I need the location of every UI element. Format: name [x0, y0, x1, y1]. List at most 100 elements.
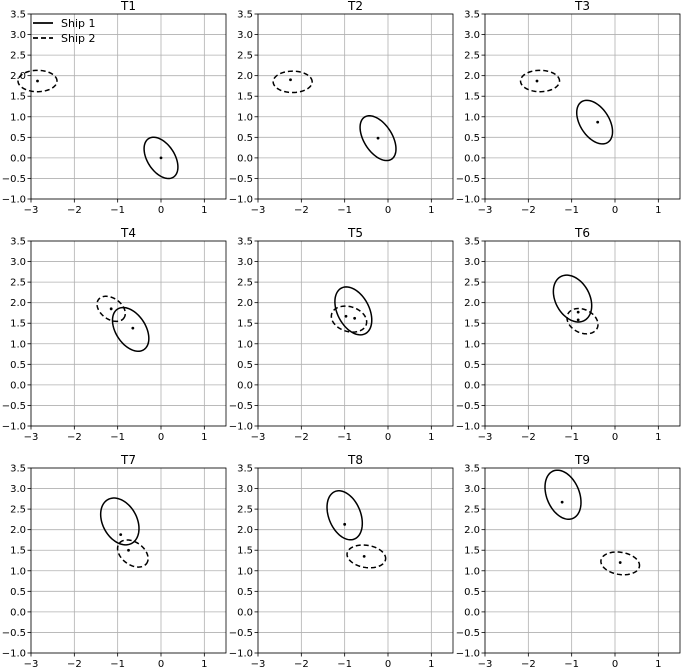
x-tick-label: 0 [158, 205, 164, 216]
y-tick-label: 0.5 [237, 587, 253, 598]
x-tick-label: 1 [655, 205, 661, 216]
ship1-ellipse [544, 469, 582, 520]
y-tick-label: 2.5 [237, 278, 253, 289]
ship2-position-point [109, 307, 113, 311]
y-tick-label: 3.5 [237, 10, 253, 21]
y-tick-label: 1.5 [10, 546, 26, 557]
x-tick-label: −1 [110, 205, 125, 216]
ship1-ellipse [359, 115, 397, 162]
y-tick-label: 0.0 [464, 153, 480, 164]
x-tick-label: −1 [110, 432, 125, 443]
x-tick-label: −3 [24, 205, 39, 216]
y-tick-label: −1.0 [2, 195, 26, 206]
y-tick-label: 1.0 [464, 566, 480, 577]
y-tick-label: −0.5 [456, 628, 480, 639]
x-tick-label: 0 [612, 659, 618, 668]
ship1-position-point [119, 533, 123, 536]
y-tick-label: 1.5 [10, 319, 26, 330]
ship2-position-point [618, 561, 622, 564]
y-tick-label: 3.0 [10, 257, 26, 268]
x-tick-label: 0 [158, 659, 164, 668]
subplot-t5: −3 −2 −1 0 1 −1.0 −0.5 0.0 0.5 1.0 1.5 2.0 2.5 3.0 3.5… [229, 226, 454, 443]
subplot-t8: −3 −2 −1 0 1 −1.0 −0.5 0.0 0.5 1.0 1.5 2.0 2.5 3.0 3.5… [229, 453, 454, 668]
x-tick-label: −3 [24, 659, 39, 668]
subplot-title: T9 [574, 453, 590, 467]
y-tick-label: 2.0 [237, 71, 253, 82]
ship2-ellipse [272, 70, 313, 94]
ship2-position-point [353, 316, 357, 320]
plot-frame [484, 467, 681, 654]
y-tick-label: 1.0 [464, 112, 480, 123]
subplot-title: T6 [574, 226, 590, 240]
x-tick-label: −2 [521, 205, 536, 216]
y-tick-label: −1.0 [2, 649, 26, 660]
x-tick-label: −3 [24, 432, 39, 443]
legend-ship2-label: Ship 2 [61, 32, 96, 45]
y-tick-label: −1.0 [229, 195, 253, 206]
y-tick-label: 0.5 [10, 133, 26, 144]
x-tick-label: −3 [251, 432, 266, 443]
x-tick-label: 0 [612, 432, 618, 443]
y-tick-label: 2.5 [10, 278, 26, 289]
y-tick-label: 3.5 [464, 464, 480, 475]
subplot-t7: −3 −2 −1 0 1 −1.0 −0.5 0.0 0.5 1.0 1.5 2.0 2.5 3.0 3.5… [2, 453, 227, 668]
y-tick-label: 1.0 [10, 566, 26, 577]
y-tick-label: 3.0 [237, 257, 253, 268]
y-tick-label: 0.0 [10, 607, 26, 618]
subplot-t1: −3 −2 −1 0 1 −1.0 −0.5 0.0 0.5 1.0 1.5 2.0 2.5 3.0 3.5… [2, 0, 227, 216]
y-tick-label: 1.5 [464, 319, 480, 330]
ship1-ellipse [334, 286, 373, 336]
y-tick-label: −1.0 [2, 422, 26, 433]
x-tick-label: −1 [564, 659, 579, 668]
ship1-position-point [159, 156, 163, 160]
y-tick-label: −1.0 [229, 649, 253, 660]
y-tick-label: 0.5 [464, 133, 480, 144]
y-tick-label: 2.5 [237, 505, 253, 516]
y-tick-label: 3.5 [237, 237, 253, 248]
ship1-position-point [131, 326, 135, 330]
y-tick-label: 3.0 [10, 30, 26, 41]
subplot-t9: −3 −2 −1 0 1 −1.0 −0.5 0.0 0.5 1.0 1.5 2.0 2.5 3.0 3.5… [456, 453, 681, 668]
y-tick-label: 3.0 [237, 484, 253, 495]
plot-frame [257, 240, 454, 427]
x-tick-label: 1 [655, 432, 661, 443]
y-tick-label: 2.0 [237, 525, 253, 536]
y-tick-label: 2.0 [464, 298, 480, 309]
y-tick-label: 3.0 [464, 30, 480, 41]
y-tick-label: 0.0 [464, 380, 480, 391]
plot-frame [30, 240, 227, 427]
plot-frame [30, 467, 227, 654]
y-tick-label: 1.0 [464, 339, 480, 350]
x-tick-label: −1 [337, 659, 352, 668]
y-tick-label: 0.0 [237, 153, 253, 164]
x-tick-label: −2 [294, 432, 309, 443]
ship2-ellipse [96, 295, 127, 323]
y-tick-label: 0.5 [237, 360, 253, 371]
x-tick-label: −3 [478, 659, 493, 668]
ship2-ellipse [17, 69, 58, 93]
y-tick-label: 0.0 [464, 607, 480, 618]
x-tick-label: 0 [385, 205, 391, 216]
y-tick-label: 3.0 [464, 257, 480, 268]
y-tick-label: −1.0 [456, 195, 480, 206]
y-tick-label: −0.5 [2, 401, 26, 412]
plot-frame [30, 13, 227, 200]
x-tick-label: 0 [158, 432, 164, 443]
subplot-title: T3 [574, 0, 590, 13]
y-tick-label: 3.5 [10, 464, 26, 475]
y-tick-label: −0.5 [229, 174, 253, 185]
subplot-title: T2 [347, 0, 363, 13]
y-tick-label: 1.5 [237, 92, 253, 103]
plot-frame [484, 13, 681, 200]
ship1-ellipse [552, 274, 593, 323]
y-tick-label: 1.5 [464, 546, 480, 557]
y-tick-label: −0.5 [229, 628, 253, 639]
subplot-title: T4 [120, 226, 136, 240]
subplot-t6: −3 −2 −1 0 1 −1.0 −0.5 0.0 0.5 1.0 1.5 2.0 2.5 3.0 3.5… [456, 226, 681, 443]
plot-frame [257, 13, 454, 200]
y-tick-label: 0.0 [10, 380, 26, 391]
x-tick-label: 0 [385, 432, 391, 443]
ship1-ellipse [575, 99, 614, 145]
ship2-position-point [36, 79, 39, 83]
y-tick-label: 0.5 [464, 360, 480, 371]
